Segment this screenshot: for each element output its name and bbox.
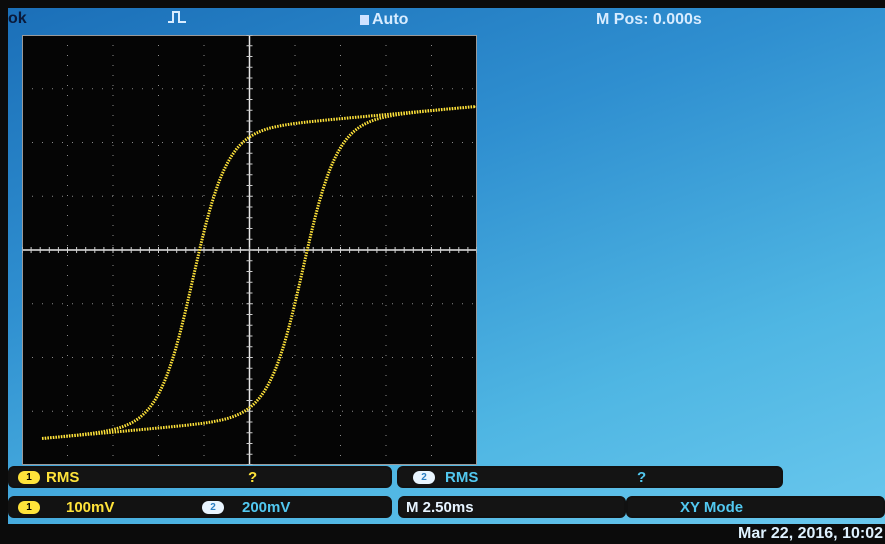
display-mode-bar[interactable]: XY Mode [626,496,885,518]
ch1-measure-type: RMS [46,469,80,486]
ch1-measure-value: ? [248,469,258,486]
timebase-bar[interactable]: M 2.50ms [398,496,626,518]
date-time: Mar 22, 2016, 10:02 [738,525,883,542]
ch1-scale-badge: 1 [18,501,40,514]
ch2-scale[interactable]: 200mV [242,499,291,516]
top-status-bar: ok Auto M Pos: 0.000s [8,8,885,32]
ch2-measure-type: RMS [445,469,479,486]
ch1-badge: 1 [18,471,40,484]
trigger-mode-label: Auto [372,11,409,28]
hysteresis-trace [40,105,476,440]
ch1-scale[interactable]: 100mV [66,499,115,516]
trigger-mode-icon [360,15,369,25]
ch1-measurement-bar[interactable]: 1 RMS ? [8,466,392,488]
ch2-measurement-bar[interactable]: 2 RMS ? [397,466,783,488]
xy-plot-svg [22,35,477,465]
xy-plot-area [22,35,477,465]
trigger-mode: Auto [360,11,408,29]
ch2-badge: 2 [413,471,435,484]
ch2-scale-badge: 2 [202,501,224,514]
oscilloscope-screen: ok Auto M Pos: 0.000s 1 RMS ? 2 RMS ? 1 … [8,8,885,544]
run-status-text: ok [8,10,27,27]
graticule [22,35,477,465]
date-time-bar: Mar 22, 2016, 10:02 [8,524,885,544]
timebase-value: M 2.50ms [406,499,474,516]
display-mode-value: XY Mode [680,499,744,516]
horizontal-position-readout: M Pos: 0.000s [596,11,702,28]
rising-edge-trigger-icon [168,10,186,29]
channel-scale-bar: 1 100mV 2 200mV [8,496,392,518]
ch2-measure-value: ? [637,469,647,486]
